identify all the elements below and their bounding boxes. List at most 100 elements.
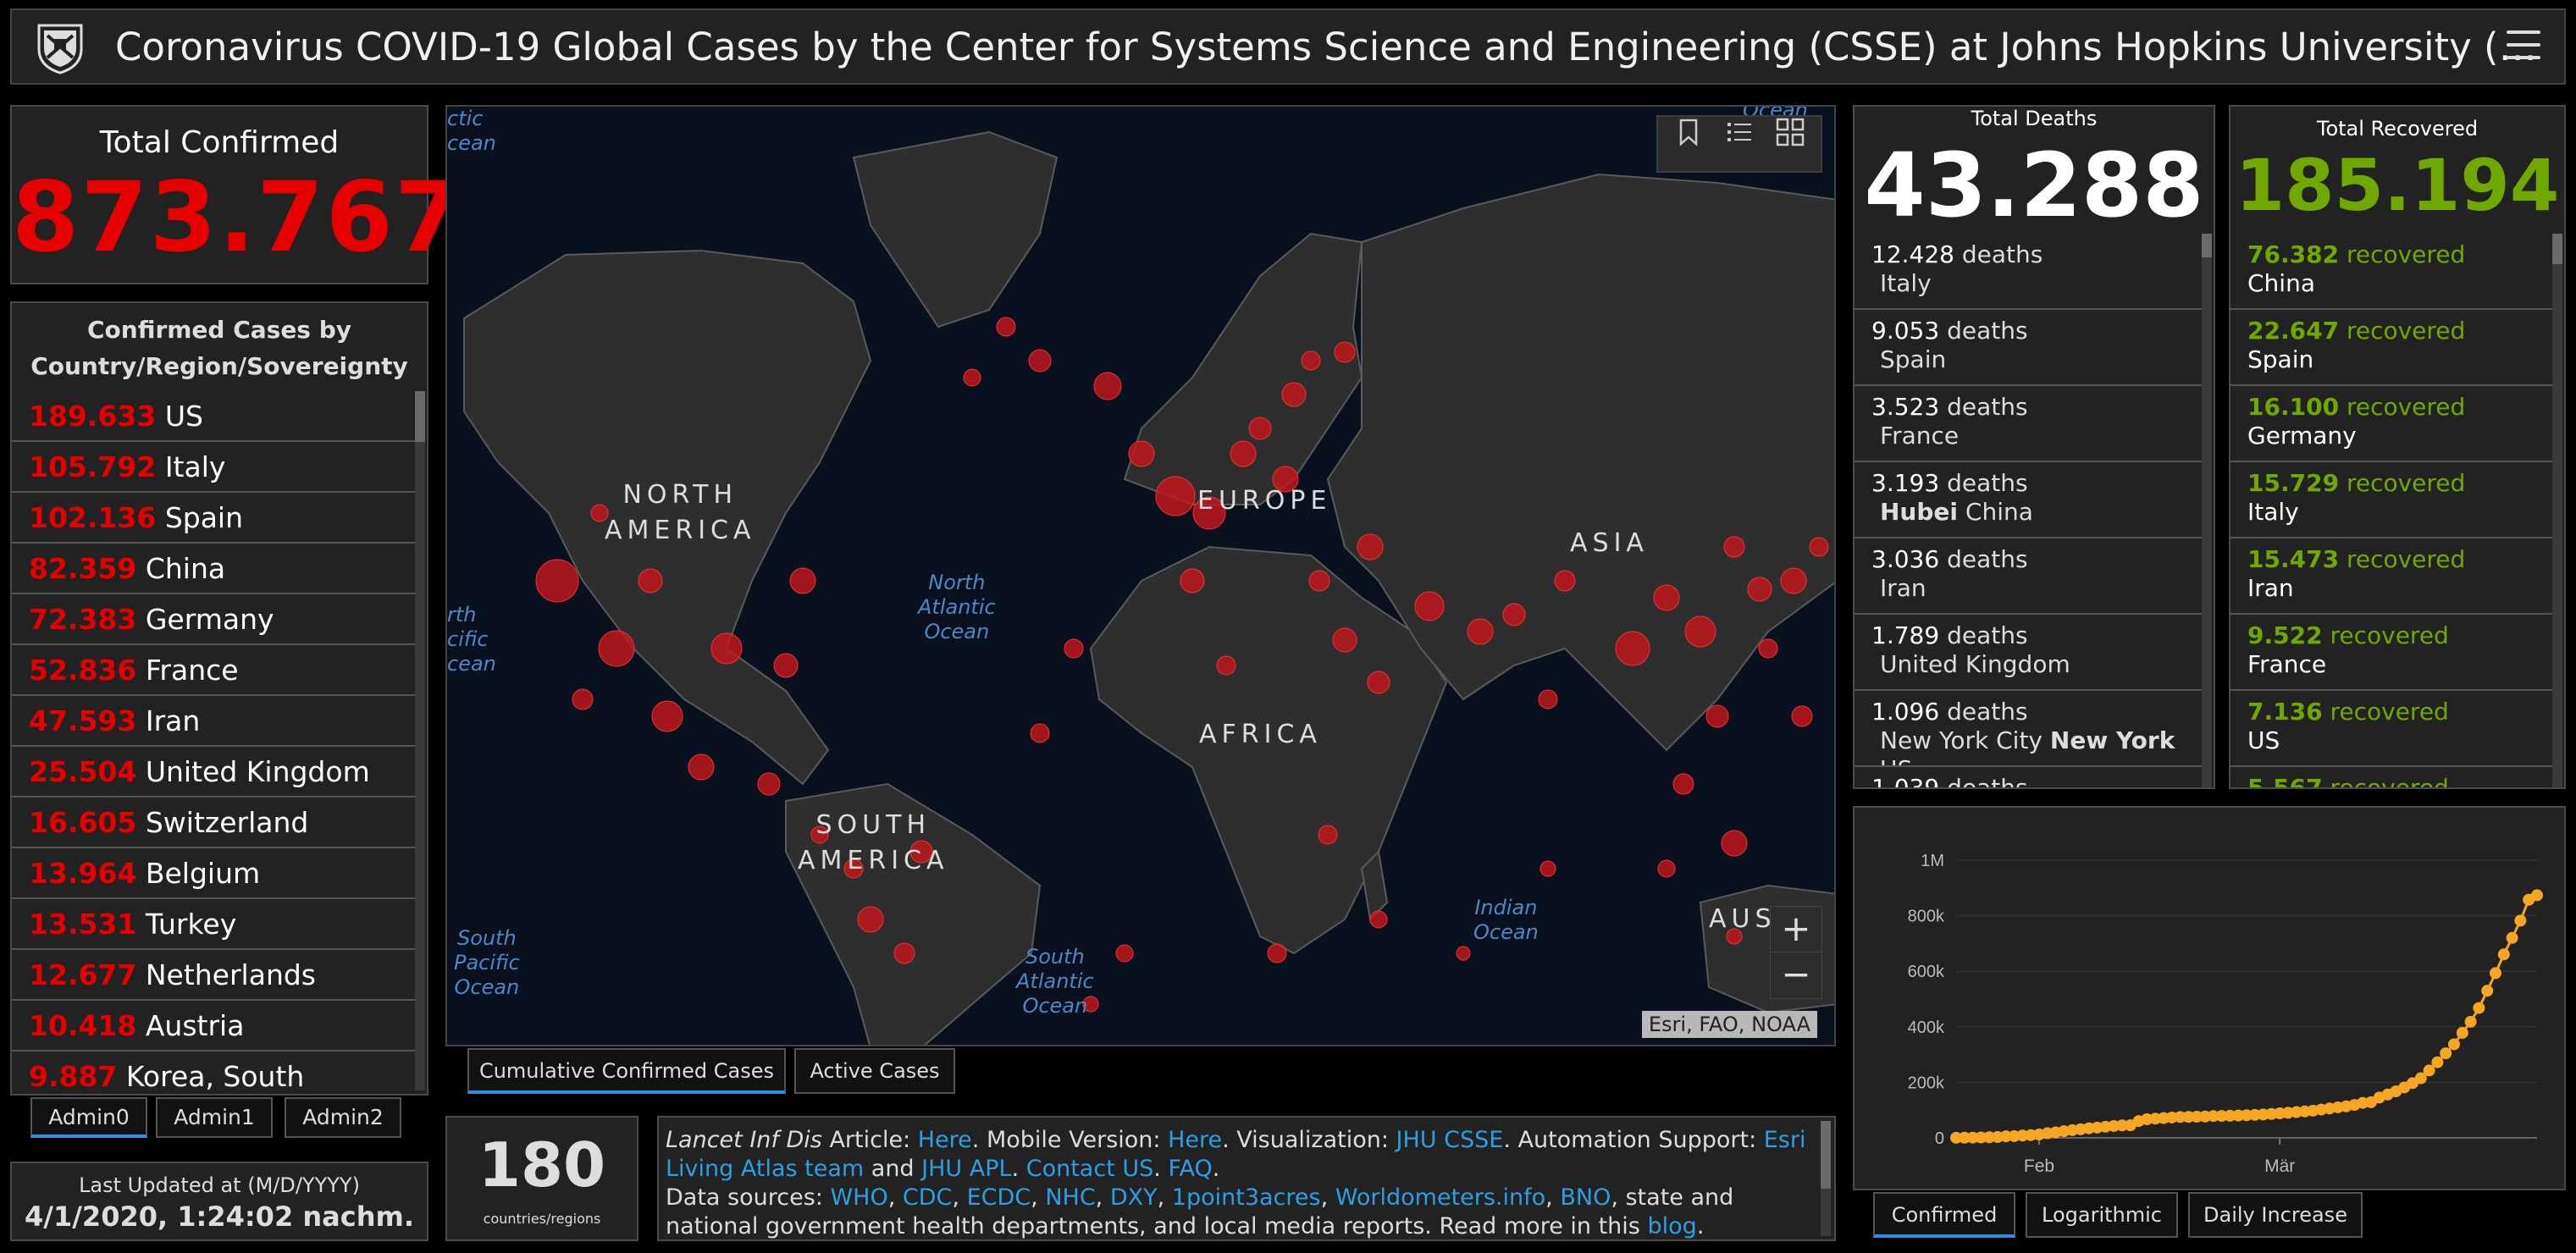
case-bubble[interactable] [810,825,829,844]
case-bubble[interactable] [1357,533,1384,560]
recovered-row[interactable]: 22.647 recovered Spain [2231,310,2556,386]
chart-data-point[interactable] [1958,1131,1971,1144]
case-bubble[interactable] [598,630,635,667]
case-bubble[interactable] [1684,615,1716,648]
chart-data-point[interactable] [2456,1026,2468,1039]
case-bubble[interactable] [1369,910,1388,929]
world-map[interactable]: NORTH AMERICA SOUTH AMERICA EUROPE AFRIC… [445,105,1836,1046]
chart-data-point[interactable] [1999,1130,2012,1143]
chart-data-point[interactable] [2174,1111,2186,1123]
country-row[interactable]: 105.792 Italy [12,442,417,493]
recovered-scrollbar[interactable] [2552,234,2562,787]
case-bubble[interactable] [1538,689,1558,709]
contact-link[interactable]: Contact US [1025,1156,1154,1182]
basemap-gallery-icon[interactable] [1775,117,1805,147]
case-bubble[interactable] [1128,440,1155,467]
case-bubble[interactable] [1064,638,1084,659]
chart-data-point[interactable] [2531,889,2543,902]
jhu-csse-link[interactable]: JHU CSSE [1396,1127,1504,1153]
country-row[interactable]: 82.359 China [12,544,417,594]
nhc-link[interactable]: NHC [1045,1184,1096,1211]
chart-data-point[interactable] [2207,1110,2219,1123]
country-row[interactable]: 13.531 Turkey [12,899,417,950]
case-bubble[interactable] [1030,723,1050,743]
chart-data-point[interactable] [1966,1131,1979,1144]
tab-chart-daily-increase[interactable]: Daily Increase [2188,1192,2363,1238]
case-bubble[interactable] [1615,631,1650,666]
case-bubble[interactable] [1318,825,1338,845]
case-bubble[interactable] [1657,859,1676,878]
map-canvas[interactable] [447,107,1836,1046]
1point3acres-link[interactable]: 1point3acres [1171,1184,1321,1211]
deaths-row[interactable]: 9.053 deaths Spain [1855,310,2203,386]
case-bubble[interactable] [963,368,981,387]
case-bubble[interactable] [710,632,743,665]
chart-data-point[interactable] [2224,1109,2236,1122]
chart-data-point[interactable] [1950,1131,1962,1144]
case-bubble[interactable] [688,753,715,781]
chart-data-point[interactable] [1975,1131,1987,1144]
case-bubble[interactable] [1115,944,1134,963]
chart-data-point[interactable] [2473,1002,2485,1014]
deaths-row[interactable]: 12.428 deaths Italy [1855,234,2203,310]
country-row[interactable]: 9.887 Korea, South [12,1052,417,1094]
recovered-row[interactable]: 16.100 recovered Germany [2231,386,2556,462]
case-bubble[interactable] [1540,860,1556,877]
bookmark-icon[interactable] [1673,117,1704,147]
chart-data-point[interactable] [2497,948,2510,961]
case-bubble[interactable] [893,942,915,964]
case-bubble[interactable] [909,840,933,864]
case-bubbles[interactable] [535,317,1829,1013]
tab-admin0[interactable]: Admin0 [30,1097,147,1138]
case-bubble[interactable] [1653,584,1680,611]
case-bubble[interactable] [843,858,864,879]
chart-data-point[interactable] [2423,1064,2435,1077]
mobile-version-link[interactable]: Here [1168,1127,1223,1153]
case-bubble[interactable] [535,559,579,603]
deaths-row[interactable]: 3.523 deaths France [1855,386,2203,462]
chart-data-point[interactable] [2232,1109,2245,1122]
recovered-row[interactable]: 76.382 recovered China [2231,234,2556,310]
tab-chart-logarithmic[interactable]: Logarithmic [2026,1192,2178,1238]
recovered-row[interactable]: 9.522 recovered France [2231,615,2556,691]
dxy-link[interactable]: DXY [1109,1184,1158,1211]
case-bubble[interactable] [1272,466,1299,493]
case-bubble[interactable] [1414,591,1445,621]
case-bubble[interactable] [1334,341,1356,363]
worldometers-link[interactable]: Worldometers.info [1335,1184,1546,1211]
case-bubble[interactable] [1809,537,1829,557]
case-bubble[interactable] [1791,705,1813,727]
hamburger-menu-icon[interactable] [2507,30,2540,61]
country-row[interactable]: 13.964 Belgium [12,848,417,899]
case-bubble[interactable] [1308,570,1330,592]
deaths-scrollbar[interactable] [2202,234,2212,787]
deaths-row[interactable]: 3.036 deaths Iran [1855,538,2203,615]
chart-data-point[interactable] [2414,1072,2427,1085]
case-bubble[interactable] [757,772,781,796]
chart-data-point[interactable] [2241,1109,2253,1122]
case-bubble[interactable] [1301,351,1321,371]
case-bubble[interactable] [1192,496,1226,530]
case-bubble[interactable] [1721,830,1748,857]
case-bubble[interactable] [1093,372,1122,400]
deaths-row[interactable]: 1.039 deaths [1855,767,2203,787]
case-bubble[interactable] [1281,382,1307,407]
tab-admin1[interactable]: Admin1 [156,1097,273,1138]
scrollbar-thumb[interactable] [2202,234,2212,257]
who-link[interactable]: WHO [830,1184,888,1211]
chart-data-point[interactable] [2182,1111,2195,1123]
chart-data-point[interactable] [2248,1108,2261,1121]
deaths-row[interactable]: 1.789 deaths United Kingdom [1855,615,2203,691]
case-bubble[interactable] [1780,567,1807,594]
case-bubble[interactable] [1726,928,1743,945]
case-bubble[interactable] [1028,349,1052,373]
recovered-row[interactable]: 15.473 recovered Iran [2231,538,2556,615]
recovered-row[interactable]: 5.567 recovered [2231,767,2556,787]
scrollbar-thumb[interactable] [415,391,425,442]
scrollbar-thumb[interactable] [1821,1121,1831,1189]
recovered-row[interactable]: 7.136 recovered US [2231,691,2556,767]
zoom-in-button[interactable]: + [1770,906,1822,953]
recovered-row[interactable]: 15.729 recovered Italy [2231,462,2556,538]
country-row[interactable]: 52.836 France [12,645,417,696]
